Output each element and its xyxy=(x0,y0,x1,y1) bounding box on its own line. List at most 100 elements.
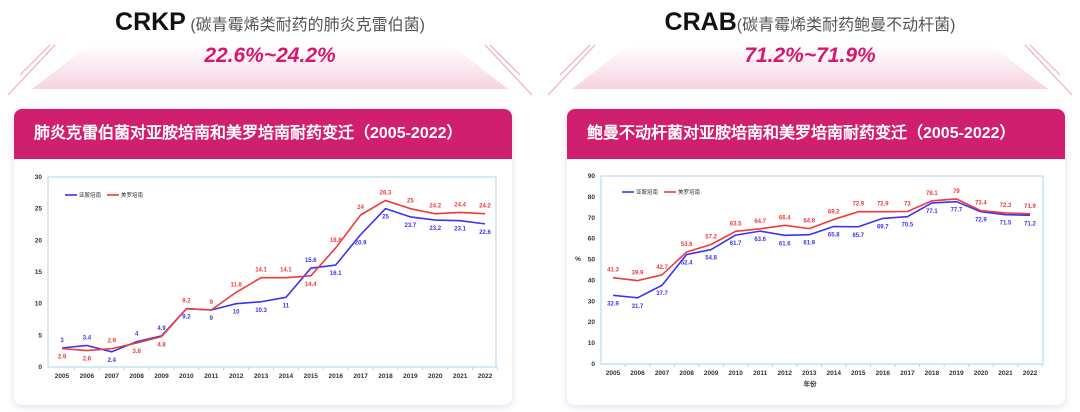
crkp-subtitle: (碳青霉烯类耐药的肺炎克雷伯菌) xyxy=(190,17,425,34)
data-label: 77.1 xyxy=(926,209,938,215)
x-tick-label: 2009 xyxy=(704,370,719,377)
deco-line xyxy=(559,44,591,76)
x-tick-label: 2007 xyxy=(105,373,120,380)
data-label: 3.4 xyxy=(83,335,92,341)
data-label: 24 xyxy=(357,205,364,211)
x-tick-label: 2013 xyxy=(254,373,269,380)
data-label: 3 xyxy=(60,338,64,344)
plot-border xyxy=(47,176,497,368)
crab-line-chart: 0 10 20 30 40 50 60 70 80 90 2005 2006 2007 2008 2009 2… xyxy=(575,173,1044,388)
data-label: 9.2 xyxy=(182,315,191,321)
deco-line xyxy=(547,44,596,96)
crkp-card-title: 肺炎克雷伯菌对亚胺培南和美罗培南耐药变迁（2005-2022） xyxy=(14,109,512,159)
legend-label: 亚胺培南 xyxy=(79,191,102,199)
data-label: 42.7 xyxy=(656,265,668,271)
data-label: 3.8 xyxy=(132,349,141,355)
deco-line xyxy=(19,44,51,76)
x-tick-label: 2017 xyxy=(900,370,915,377)
data-label: 24.4 xyxy=(454,202,466,208)
y-tick-label: 70 xyxy=(588,215,596,222)
data-label: 61.9 xyxy=(803,241,815,247)
data-label: 71.2 xyxy=(1024,221,1036,227)
data-label: 26.3 xyxy=(380,190,392,196)
data-label: 64.8 xyxy=(803,219,815,225)
x-tick-label: 2020 xyxy=(974,370,989,377)
crab-card: 鲍曼不动杆菌对亚胺培南和美罗培南耐药变迁（2005-2022） xyxy=(567,109,1065,405)
x-tick-label: 2020 xyxy=(428,373,443,380)
x-tick-label: 2019 xyxy=(403,373,418,380)
crab-abbr: CRAB xyxy=(664,8,737,36)
data-label: 2.9 xyxy=(58,355,67,361)
x-tick-label: 2005 xyxy=(55,373,70,380)
y-tick-label: 20 xyxy=(35,237,43,244)
x-tick-label: 2008 xyxy=(679,370,694,377)
x-tick-label: 2007 xyxy=(655,370,670,377)
data-label: 64.7 xyxy=(754,219,766,225)
crab-title: CRAB(碳青霉烯类耐药鲍曼不动杆菌) xyxy=(540,8,1080,37)
y-tick-label: 30 xyxy=(35,174,43,181)
data-label: 71.9 xyxy=(1024,204,1036,210)
data-label: 23.2 xyxy=(429,226,441,232)
legend-label: 美罗培南 xyxy=(121,191,144,199)
deco-line xyxy=(489,44,521,76)
x-tick-label: 2017 xyxy=(353,373,368,380)
crab-header: CRAB(碳青霉烯类耐药鲍曼不动杆菌) 71.2%~71.9% xyxy=(540,0,1080,100)
series-line-imipenem xyxy=(612,200,1031,299)
y-tick-label: 25 xyxy=(35,206,43,213)
x-tick-label: 2018 xyxy=(925,370,940,377)
data-label: 2.6 xyxy=(83,357,92,363)
x-tick-label: 2006 xyxy=(630,370,645,377)
y-tick-label: 10 xyxy=(588,340,596,347)
data-label: 65.8 xyxy=(828,233,840,239)
data-label: 61.6 xyxy=(779,241,791,247)
crkp-range: 22.6%~24.2% xyxy=(204,44,336,67)
data-label: 66.4 xyxy=(779,215,791,221)
crkp-abbr: CRKP xyxy=(115,8,186,36)
data-label: 73 xyxy=(904,202,911,208)
data-label: 79 xyxy=(953,189,960,195)
data-label: 53.6 xyxy=(681,242,693,248)
data-label: 39.9 xyxy=(632,271,644,277)
header-gradient-band xyxy=(572,45,1048,89)
data-label: 69.7 xyxy=(877,224,889,230)
data-label: 72.9 xyxy=(852,202,864,208)
crkp-card: 肺炎克雷伯菌对亚胺培南和美罗培南耐药变迁（2005-2022） xyxy=(14,109,512,405)
data-label: 65.7 xyxy=(852,233,864,239)
x-tick-label: 2019 xyxy=(949,370,964,377)
deco-line xyxy=(7,44,56,96)
data-label: 54.8 xyxy=(705,256,717,262)
data-label: 72.9 xyxy=(877,202,889,208)
x-tick-label: 2013 xyxy=(802,370,817,377)
x-tick-label: 2016 xyxy=(876,370,891,377)
data-label: 77.7 xyxy=(951,208,963,214)
x-tick-label: 2009 xyxy=(154,373,169,380)
data-label: 78.1 xyxy=(926,191,938,197)
x-tick-label: 2021 xyxy=(453,373,468,380)
legend-label: 亚胺培南 xyxy=(636,188,659,196)
x-tick-label: 2012 xyxy=(229,373,244,380)
crab-card-title: 鲍曼不动杆菌对亚胺培南和美罗培南耐药变迁（2005-2022） xyxy=(567,109,1065,159)
data-label: 72.3 xyxy=(1000,203,1012,209)
x-tick-label: 2014 xyxy=(827,370,842,377)
data-label: 69.2 xyxy=(828,209,840,215)
data-label: 63.6 xyxy=(754,237,766,243)
y-tick-label: 15 xyxy=(35,269,43,276)
y-axis-label: % xyxy=(575,256,581,263)
decorative-lines xyxy=(7,44,1073,96)
data-label: 71.5 xyxy=(1000,221,1012,227)
header-gradient-band xyxy=(32,45,508,89)
x-tick-label: 2010 xyxy=(728,370,743,377)
data-label: 37.7 xyxy=(656,291,668,297)
data-label: 16.1 xyxy=(330,271,342,277)
data-label: 11.8 xyxy=(230,282,242,288)
data-label: 63.5 xyxy=(730,221,742,227)
data-label: 72.9 xyxy=(975,218,987,224)
data-label: 2.4 xyxy=(108,358,117,364)
data-label: 24.2 xyxy=(479,204,491,210)
data-label: 4 xyxy=(135,332,139,338)
deco-line xyxy=(1024,44,1073,96)
data-label: 9 xyxy=(210,316,214,322)
crab-range: 71.2%~71.9% xyxy=(744,44,876,67)
x-tick-label: 2018 xyxy=(378,373,393,380)
